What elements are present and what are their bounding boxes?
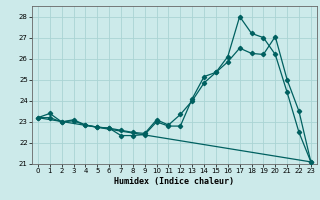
X-axis label: Humidex (Indice chaleur): Humidex (Indice chaleur) — [115, 177, 234, 186]
